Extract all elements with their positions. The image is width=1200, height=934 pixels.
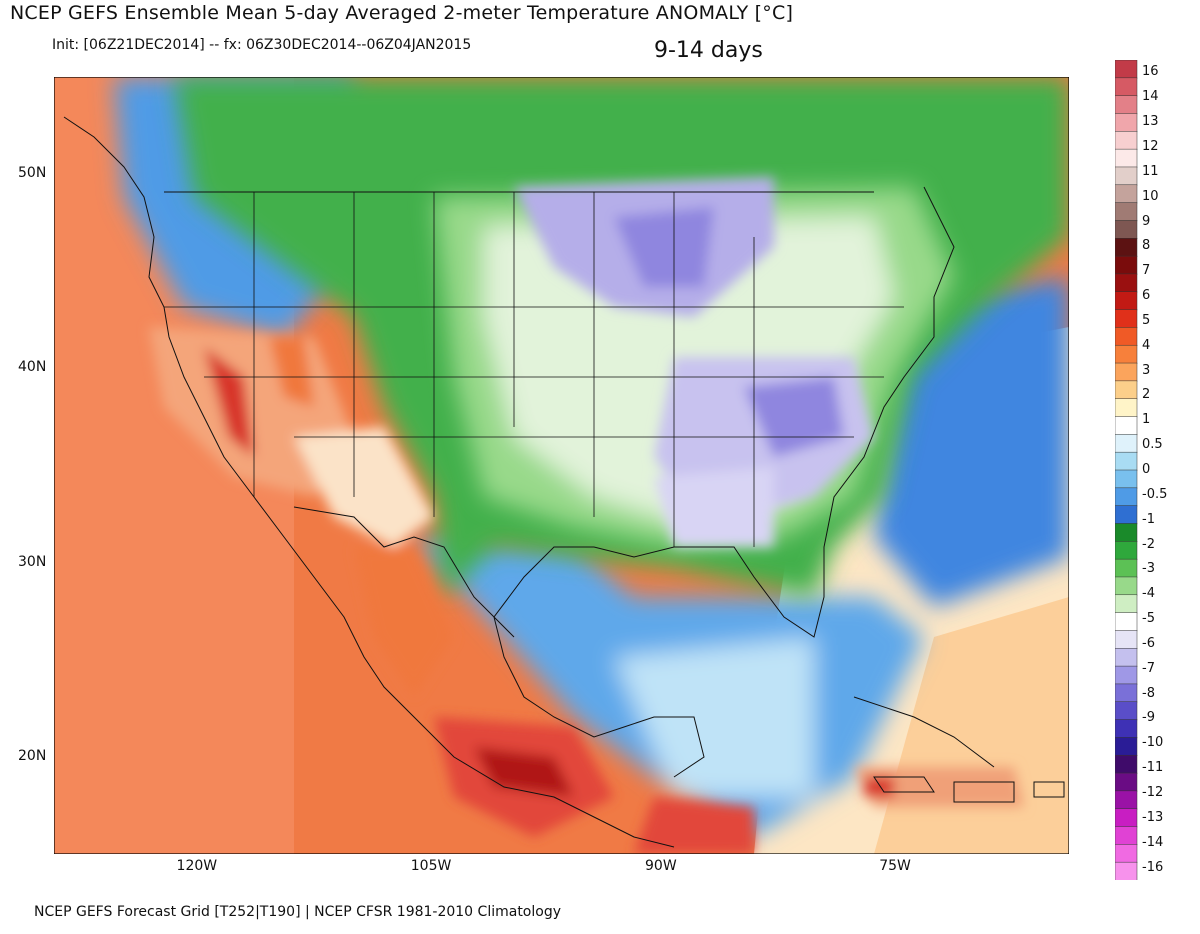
colorbar-level-label: 9 bbox=[1142, 213, 1151, 229]
colorbar-swatch bbox=[1115, 398, 1138, 418]
colorbar-level-label: 14 bbox=[1142, 89, 1159, 105]
colorbar-swatch bbox=[1115, 737, 1138, 756]
colorbar-swatch bbox=[1115, 826, 1138, 846]
colorbar-swatch bbox=[1115, 255, 1138, 275]
land-boundaries bbox=[63, 116, 1065, 848]
colorbar-level-label: 0.5 bbox=[1142, 437, 1163, 453]
colorbar-level-label: -0.5 bbox=[1142, 486, 1168, 502]
colorbar-level-label: -11 bbox=[1142, 760, 1164, 776]
x-axis-label: 90W bbox=[645, 858, 677, 874]
colorbar-swatch bbox=[1115, 131, 1138, 150]
colorbar-swatch bbox=[1115, 184, 1138, 204]
colorbar-level-label: -8 bbox=[1142, 685, 1155, 701]
colorbar-level-label: 7 bbox=[1142, 263, 1151, 279]
x-axis-label: 75W bbox=[879, 858, 911, 874]
colorbar-level-label: 1 bbox=[1142, 412, 1151, 428]
colorbar-swatch bbox=[1115, 273, 1138, 293]
us-mexico-border bbox=[293, 506, 515, 638]
colorbar-level-label: 5 bbox=[1142, 312, 1151, 328]
anomaly-map bbox=[54, 77, 1069, 854]
colorbar-swatch bbox=[1115, 362, 1138, 382]
x-axis-label: 105W bbox=[410, 858, 452, 874]
colorbar-swatch bbox=[1115, 541, 1138, 560]
colorbar-swatch bbox=[1115, 719, 1138, 739]
colorbar-swatch bbox=[1115, 665, 1138, 685]
colorbar-level-label: 11 bbox=[1142, 163, 1159, 179]
colorbar-level-label: 8 bbox=[1142, 238, 1151, 254]
y-axis-label: 30N bbox=[18, 553, 47, 570]
colorbar-swatch bbox=[1115, 434, 1138, 453]
colorbar-swatch bbox=[1115, 808, 1138, 828]
period-label: 9-14 days bbox=[654, 38, 763, 63]
colorbar-level-label: -5 bbox=[1142, 611, 1155, 627]
colorbar-swatch bbox=[1115, 861, 1138, 880]
y-axis-label: 50N bbox=[18, 165, 47, 182]
chart-title: NCEP GEFS Ensemble Mean 5-day Averaged 2… bbox=[10, 2, 794, 24]
colorbar-level-label: 0 bbox=[1142, 462, 1151, 477]
colorbar-level-label: -10 bbox=[1142, 735, 1164, 751]
colorbar-level-label: 12 bbox=[1142, 138, 1159, 154]
colorbar-level-label: -16 bbox=[1142, 859, 1164, 875]
colorbar-level-label: -12 bbox=[1142, 785, 1164, 801]
x-axis-label: 120W bbox=[176, 858, 218, 874]
colorbar-swatch bbox=[1115, 220, 1138, 240]
colorbar-level-label: 2 bbox=[1142, 387, 1151, 403]
colorbar-level-label: 16 bbox=[1142, 64, 1159, 80]
colorbar-level-label: -9 bbox=[1142, 710, 1155, 726]
colorbar-level-label: 13 bbox=[1142, 114, 1159, 130]
colorbar-swatch bbox=[1115, 291, 1138, 311]
colorbar-swatch bbox=[1115, 754, 1138, 774]
colorbar-swatch bbox=[1115, 612, 1138, 632]
colorbar-level-label: -13 bbox=[1142, 809, 1164, 825]
colorbar-swatch bbox=[1115, 790, 1138, 810]
colorbar-level-label: -4 bbox=[1142, 586, 1155, 602]
colorbar-swatch bbox=[1115, 594, 1138, 614]
footer-source-note: NCEP GEFS Forecast Grid [T252|T190] | NC… bbox=[34, 904, 561, 920]
colorbar-swatch bbox=[1115, 113, 1138, 133]
colorbar-swatch bbox=[1115, 148, 1138, 168]
colorbar-level-label: -2 bbox=[1142, 536, 1155, 552]
colorbar-swatch bbox=[1115, 202, 1138, 222]
colorbar-swatch bbox=[1115, 648, 1138, 667]
colorbar-level-label: -1 bbox=[1142, 511, 1155, 527]
colorbar-swatch bbox=[1115, 576, 1138, 596]
init-forecast-line: Init: [06Z21DEC2014] -- fx: 06Z30DEC2014… bbox=[52, 37, 472, 53]
colorbar-swatch bbox=[1115, 772, 1138, 792]
colorbar-level-label: -14 bbox=[1142, 834, 1164, 850]
colorbar-swatch bbox=[1115, 309, 1138, 329]
colorbar-swatch bbox=[1115, 505, 1138, 525]
colorbar-swatch bbox=[1115, 558, 1138, 578]
colorbar-level-label: -6 bbox=[1142, 635, 1155, 651]
colorbar bbox=[1115, 60, 1138, 880]
colorbar-swatch bbox=[1115, 380, 1138, 400]
colorbar-level-label: 3 bbox=[1142, 362, 1151, 378]
colorbar-swatch bbox=[1115, 523, 1138, 543]
colorbar-level-label: 10 bbox=[1142, 188, 1159, 204]
colorbar-swatch bbox=[1115, 60, 1138, 79]
colorbar-swatch bbox=[1115, 327, 1138, 346]
colorbar-swatch bbox=[1115, 469, 1138, 489]
colorbar-swatch bbox=[1115, 630, 1138, 650]
colorbar-swatch bbox=[1115, 487, 1138, 507]
colorbar-swatch bbox=[1115, 701, 1138, 721]
colorbar-swatch bbox=[1115, 416, 1138, 436]
y-axis-label: 40N bbox=[18, 359, 47, 376]
y-axis-label: 20N bbox=[18, 747, 47, 764]
colorbar-swatch bbox=[1115, 95, 1138, 115]
colorbar-swatch bbox=[1115, 451, 1138, 471]
colorbar-swatch bbox=[1115, 166, 1138, 186]
colorbar-swatch bbox=[1115, 683, 1138, 703]
colorbar-swatch bbox=[1115, 844, 1138, 863]
colorbar-swatch bbox=[1115, 77, 1138, 97]
colorbar-level-label: 4 bbox=[1142, 337, 1151, 353]
colorbar-swatch bbox=[1115, 344, 1138, 364]
colorbar-swatch bbox=[1115, 238, 1138, 257]
pacific-coastline bbox=[63, 116, 675, 848]
colorbar-level-label: 6 bbox=[1142, 288, 1151, 304]
colorbar-level-label: -7 bbox=[1142, 660, 1155, 676]
colorbar-level-label: -3 bbox=[1142, 561, 1155, 577]
